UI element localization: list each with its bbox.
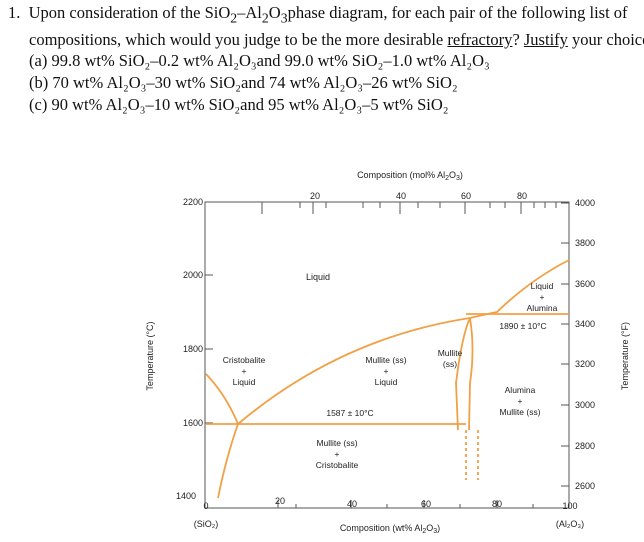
mullite-right-boundary	[468, 317, 474, 431]
mullite-dashed-boundaries	[465, 430, 479, 480]
question-part-a: (a) 99.8 wt% SiO₂–0.2 wt% Al₂O₃and 99.0 …	[29, 51, 490, 71]
left-tick-2000: 2000	[183, 270, 203, 280]
right-tick-4000: 4000	[575, 198, 595, 208]
right-tick-3600: 3600	[575, 279, 595, 289]
region-mullite-liquid-1: Mullite (ss)	[365, 355, 406, 365]
region-cristobalite-liquid-3: Liquid	[233, 377, 256, 387]
region-mullite-cristobalite-3: Cristobalite	[316, 460, 359, 470]
phase-boundaries	[205, 259, 570, 499]
bottom-axis-title: Composition (wt% Al2O3)	[340, 523, 440, 535]
region-mullite-cristobalite-1: Mullite (ss)	[316, 438, 357, 448]
top-tick-40: 40	[396, 191, 406, 201]
cristobalite-solidus	[217, 423, 239, 499]
region-cristobalite-liquid-2: +	[242, 366, 247, 376]
right-tick-2800: 2800	[575, 441, 595, 451]
bottom-tick-60: 60	[421, 499, 431, 509]
top-axis-title: Composition (mol% Al2O3)	[357, 170, 463, 182]
eutectic-1587-label: 1587 ± 10°C	[326, 408, 373, 418]
right-tick-3200: 3200	[575, 359, 595, 369]
region-mullite-cristobalite-2: +	[335, 449, 340, 459]
question-part-b: (b) 70 wt% Al₂O₃–30 wt% SiO₂and 74 wt% A…	[29, 73, 458, 93]
bottom-tick-80: 80	[492, 499, 502, 509]
justify-link: Justify	[523, 29, 568, 49]
eutectic-1890-label: 1890 ± 10°C	[499, 321, 546, 331]
bottom-tick-0: 0	[203, 501, 208, 511]
right-tick-3400: 3400	[575, 319, 595, 329]
bottom-left-endmember: (SiO₂)	[194, 519, 219, 529]
top-tick-20: 20	[310, 191, 320, 201]
region-liquid: Liquid	[306, 272, 330, 282]
left-tick-1800: 1800	[183, 344, 203, 354]
right-tick-3000: 3000	[575, 400, 595, 410]
region-liquid-alumina-2: +	[540, 292, 545, 302]
right-tick-3800: 3800	[575, 238, 595, 248]
left-tick-2200: 2200	[183, 197, 203, 207]
top-tick-60: 60	[461, 191, 471, 201]
region-mullite-liquid-2: +	[384, 366, 389, 376]
refractory-link: refractory	[447, 29, 513, 49]
mullite-left-boundary	[455, 317, 471, 431]
right-axis-title: Temperature (°F)	[620, 322, 630, 390]
bottom-axis-ticks	[277, 500, 534, 508]
region-alumina-mullite-1: Alumina	[505, 385, 536, 395]
question-number: 1.	[8, 3, 21, 22]
region-liquid-alumina-1: Liquid	[531, 281, 554, 291]
top-tick-80: 80	[517, 191, 527, 201]
region-liquid-alumina-3: Alumina	[527, 303, 558, 313]
question-line-2: compositions, which would you judge to b…	[29, 29, 644, 49]
region-alumina-mullite-2: +	[518, 396, 523, 406]
bottom-tick-20: 20	[275, 496, 285, 506]
mullite-liquidus	[237, 259, 570, 425]
region-cristobalite-liquid-1: Cristobalite	[223, 355, 266, 365]
right-tick-2600: 2600	[575, 481, 595, 491]
question-part-c: (c) 90 wt% Al₂O₃–10 wt% SiO₂and 95 wt% A…	[29, 94, 449, 114]
left-axis-ticks	[205, 201, 213, 424]
left-tick-1400: 1400	[176, 491, 196, 501]
left-tick-1600: 1600	[183, 418, 203, 428]
left-axis-title: Temperature (°C)	[145, 321, 155, 390]
bottom-tick-100: 100	[562, 501, 577, 511]
region-alumina-mullite-3: Mullite (ss)	[499, 407, 540, 417]
top-axis-ticks	[261, 202, 557, 214]
bottom-right-endmember: (Al₂O₃)	[556, 519, 584, 529]
bottom-tick-40: 40	[347, 499, 357, 509]
cristobalite-liquidus	[205, 373, 239, 425]
question-line-1: 1. Upon consideration of the SiO2–Al2O3p…	[8, 3, 628, 26]
question-block: 1. Upon consideration of the SiO2–Al2O3p…	[8, 2, 644, 115]
right-axis-ticks	[561, 202, 569, 487]
region-mullite-liquid-3: Liquid	[375, 377, 398, 387]
region-mullite-ss-2: (ss)	[443, 359, 457, 369]
region-mullite-ss-1: Mullite	[438, 348, 463, 358]
